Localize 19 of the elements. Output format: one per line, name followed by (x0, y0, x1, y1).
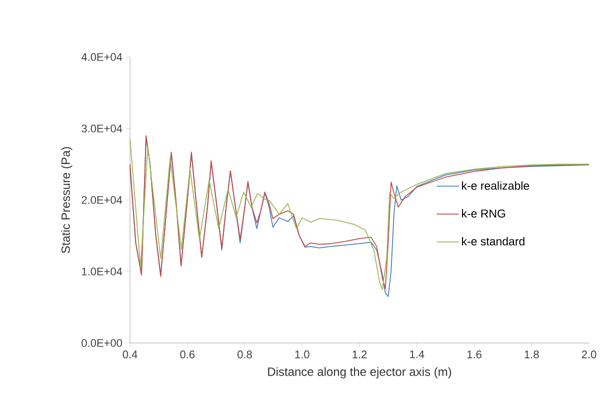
legend-label: k-e realizable (462, 181, 530, 190)
y-tick-label: 3.0E+04 (82, 124, 122, 132)
legend-label: k-e RNG (462, 209, 506, 218)
legend-label: k-e standard (462, 236, 524, 246)
x-tick-label: 2.0 (582, 350, 596, 358)
y-tick-label: 4.0E+04 (81, 53, 122, 61)
x-tick-label: 0.4 (122, 350, 138, 358)
x-tick-label: 0.6 (180, 350, 195, 358)
x-tick-label: 1.8 (524, 350, 539, 358)
y-tick-label: 0.0E+00 (82, 339, 122, 347)
y-axis-title: Static Pressure (Pa) (61, 147, 72, 254)
x-tick-label: 1.4 (410, 350, 424, 358)
x-tick-label: 1.6 (467, 350, 482, 358)
x-tick-label: 0.8 (238, 350, 252, 358)
x-tick-label: 1.2 (352, 350, 367, 358)
y-tick-label: 2.0E+04 (82, 196, 122, 204)
y-tick-label: 1.0E+04 (82, 268, 122, 276)
x-axis-title: Distance along the ejector axis (m) (268, 367, 452, 378)
x-tick-label: 1.0 (295, 350, 310, 358)
